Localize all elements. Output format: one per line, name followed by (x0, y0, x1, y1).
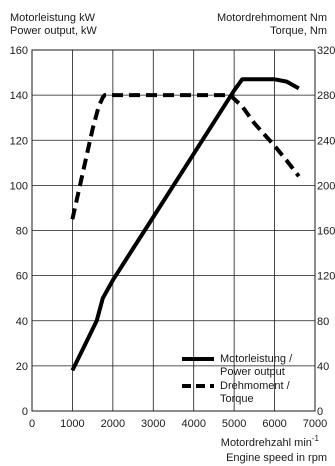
right-y-tick-label-0: 0 (317, 406, 323, 418)
left-y-tick-label-2: 40 (16, 316, 28, 328)
x-axis-title: Motordrehzahl min-1 Engine speed in rpm (221, 434, 327, 464)
x-tick-label-0: 0 (29, 418, 35, 430)
left-y-tick-label-1: 20 (16, 361, 28, 373)
left-y-tick-label-7: 140 (10, 90, 28, 102)
legend-label-torque-1: Drehmoment / (220, 380, 291, 392)
x-tick-label-6: 6000 (262, 418, 286, 430)
right-y-tick-label-8: 320 (317, 45, 335, 57)
right-y-tick-label-7: 280 (317, 90, 335, 102)
left-y-tick-label-3: 60 (16, 271, 28, 283)
right-axis-title-line-2: Torque, Nm (270, 25, 327, 37)
right-y-tick-label-4: 160 (317, 226, 335, 238)
right-axis-title-line-1: Motordrehmoment Nm (217, 12, 327, 24)
left-y-tick-labels: 0 20 40 60 80 100 120 140 160 (10, 45, 28, 418)
x-tick-label-2: 2000 (101, 418, 125, 430)
x-axis-title-line-2: Engine speed in rpm (226, 452, 327, 464)
left-y-tick-label-6: 120 (10, 135, 28, 147)
x-axis-title-line-1: Motordrehzahl min-1 (221, 434, 320, 449)
left-y-tick-label-5: 100 (10, 180, 28, 192)
x-tick-label-1: 1000 (60, 418, 84, 430)
right-axis-title: Motordrehmoment Nm Torque, Nm (217, 12, 327, 37)
left-y-tick-label-4: 80 (16, 226, 28, 238)
x-tick-label-7: 7000 (303, 418, 327, 430)
legend: Motorleistung / Power output Drehmoment … (182, 353, 293, 405)
right-y-tick-label-3: 120 (317, 271, 335, 283)
right-y-tick-label-1: 40 (317, 361, 329, 373)
legend-label-power-1: Motorleistung / (220, 353, 293, 365)
left-axis-title: Motorleistung kW Power output, kW (10, 12, 97, 37)
left-axis-title-line-1: Motorleistung kW (10, 12, 96, 24)
x-tick-label-5: 5000 (222, 418, 246, 430)
legend-label-torque-2: Torque (220, 393, 254, 405)
x-tick-labels: 0 1000 2000 3000 4000 5000 6000 7000 (29, 418, 327, 430)
right-y-tick-label-2: 80 (317, 316, 329, 328)
series-lines (70, 77, 301, 372)
x-tick-label-3: 3000 (141, 418, 165, 430)
left-y-tick-label-8: 160 (10, 45, 28, 57)
right-y-tick-labels: 0 40 80 120 160 200 240 280 320 (317, 45, 335, 418)
series-line-torque (70, 93, 301, 220)
legend-label-power-2: Power output (220, 366, 285, 378)
left-axis-title-line-2: Power output, kW (10, 25, 97, 37)
right-y-tick-label-5: 200 (317, 180, 335, 192)
left-y-tick-label-0: 0 (22, 406, 28, 418)
series-line-power (70, 77, 300, 372)
x-tick-label-4: 4000 (181, 418, 205, 430)
right-y-tick-label-6: 240 (317, 135, 335, 147)
